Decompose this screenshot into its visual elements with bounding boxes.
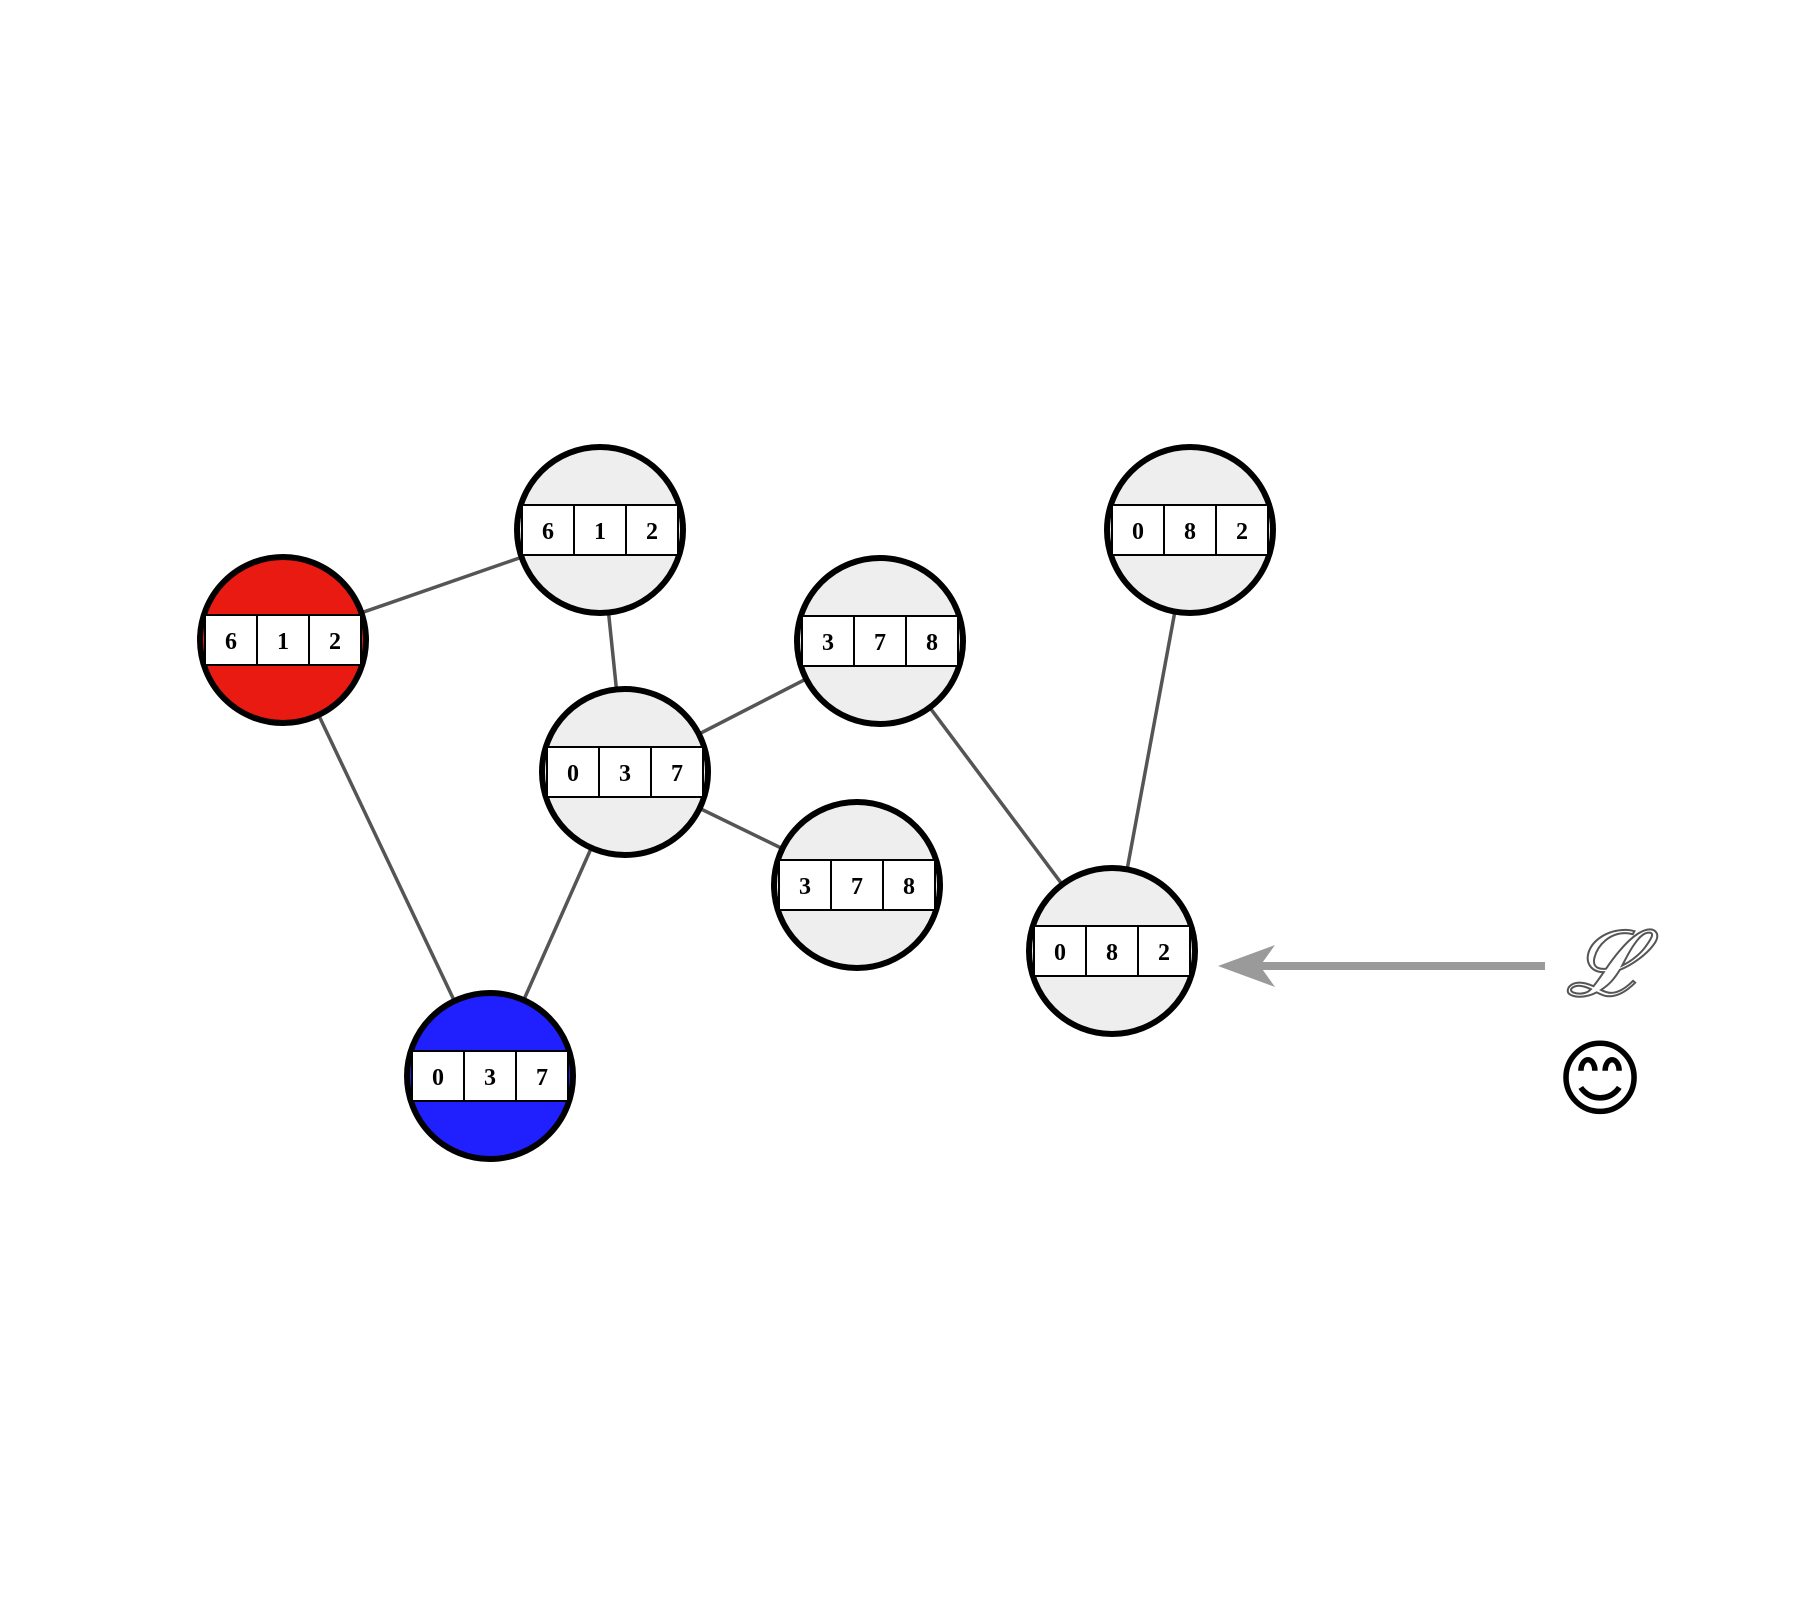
- value-cell-text: 3: [484, 1065, 496, 1091]
- value-cell-text: 2: [1236, 519, 1248, 545]
- value-cell-text: 2: [646, 519, 658, 545]
- node-target-082[interactable]: 0 8 2: [1026, 865, 1198, 1037]
- node-lower-378[interactable]: 3 7 8: [771, 799, 943, 971]
- value-cell: [256, 614, 310, 666]
- node-left-612[interactable]: 6 1 2: [197, 554, 369, 726]
- value-cell: [1137, 925, 1191, 977]
- value-cell: [1085, 925, 1139, 977]
- value-cell: [515, 1050, 569, 1102]
- value-cell: [801, 615, 855, 667]
- value-cell-text: 1: [277, 629, 289, 655]
- value-cell: [598, 746, 652, 798]
- node-upper-378[interactable]: 3 7 8: [794, 555, 966, 727]
- value-cell: [308, 614, 362, 666]
- value-cell-text: 3: [822, 630, 834, 656]
- value-cell-text: 8: [1184, 519, 1196, 545]
- arrow-head: [1218, 945, 1275, 987]
- value-cell: [625, 504, 679, 556]
- value-cell: [882, 859, 936, 911]
- value-cell-text: 7: [874, 630, 886, 656]
- value-cell-text: 7: [851, 874, 863, 900]
- value-cell-text: 0: [432, 1065, 444, 1091]
- value-cell-text: 6: [542, 519, 554, 545]
- value-cell: [1215, 504, 1269, 556]
- value-cell-text: 8: [1106, 940, 1118, 966]
- value-cell: [411, 1050, 465, 1102]
- nodes-layer: 6 1 2 6 1 2 0 3 7 0 3 7 3 7 8 3 7 8 0 8 2 0 8 2: [197, 444, 1276, 1162]
- value-cell-text: 6: [225, 629, 237, 655]
- agent-indicator: 𝓛 😊: [1218, 909, 1660, 1128]
- node-top-082[interactable]: 0 8 2: [1104, 444, 1276, 616]
- value-cell: [830, 859, 884, 911]
- value-cell-text: 2: [329, 629, 341, 655]
- value-cell-text: 2: [1158, 940, 1170, 966]
- value-cell: [521, 504, 575, 556]
- value-cell: [204, 614, 258, 666]
- agent-symbol: 𝓛: [1567, 910, 1659, 1017]
- value-cell: [1163, 504, 1217, 556]
- value-cell-text: 0: [1132, 519, 1144, 545]
- value-cell: [905, 615, 959, 667]
- value-cell-text: 3: [619, 761, 631, 787]
- value-cell-text: 8: [903, 874, 915, 900]
- value-cell-text: 0: [1054, 940, 1066, 966]
- node-mid-037[interactable]: 0 3 7: [539, 686, 711, 858]
- value-cell: [650, 746, 704, 798]
- value-cell-text: 7: [536, 1065, 548, 1091]
- value-cell-text: 0: [567, 761, 579, 787]
- value-cell-text: 3: [799, 874, 811, 900]
- value-cell-text: 7: [671, 761, 683, 787]
- smiley-face-icon: 😊: [1556, 1030, 1644, 1128]
- value-cell-text: 8: [926, 630, 938, 656]
- node-top-612[interactable]: 6 1 2: [514, 444, 686, 616]
- node-bottom-037[interactable]: 0 3 7: [404, 990, 576, 1162]
- value-cell-text: 1: [594, 519, 606, 545]
- value-cell: [573, 504, 627, 556]
